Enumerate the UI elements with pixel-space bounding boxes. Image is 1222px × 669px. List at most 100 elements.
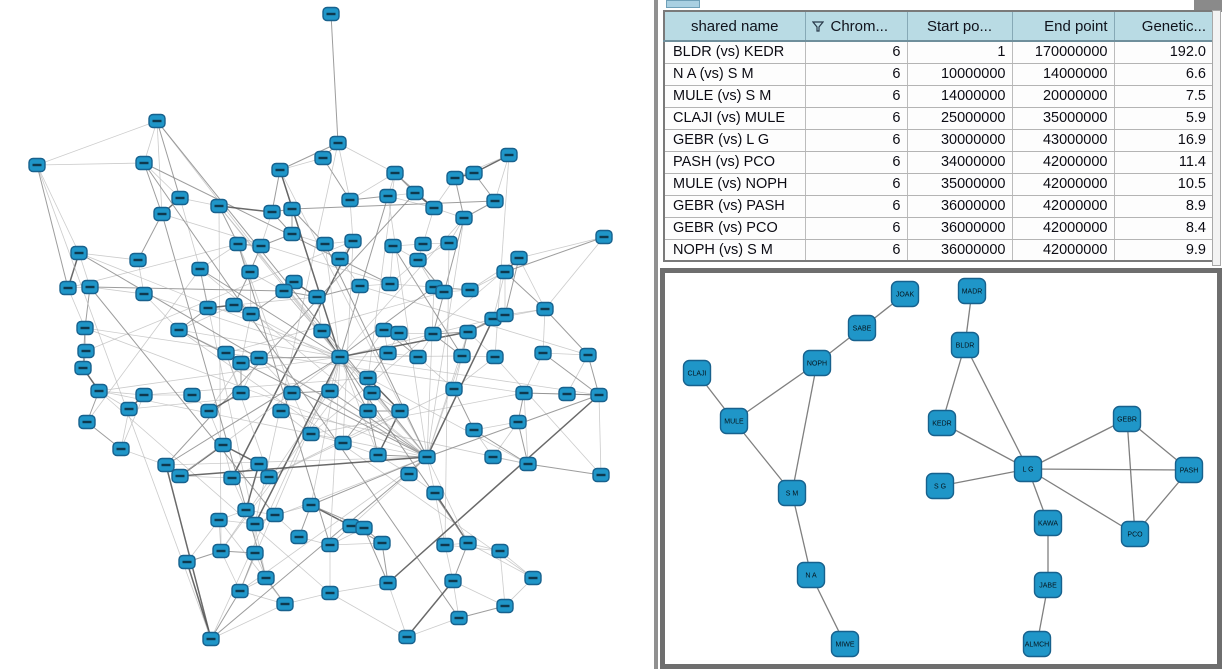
network-edge[interactable]	[733, 362, 818, 422]
network-edge[interactable]	[89, 286, 145, 295]
network-edge[interactable]	[1027, 418, 1128, 470]
network-edge[interactable]	[128, 392, 293, 410]
network-edge[interactable]	[89, 286, 276, 516]
network-edge[interactable]	[98, 390, 428, 458]
filtered-network-panel[interactable]: JOAK SABE NOPH CLAJI MULE S M N A MIWE MADR BLDR K…	[660, 268, 1222, 669]
column-header-genetic[interactable]: Genetic...	[1114, 11, 1214, 42]
network-edge[interactable]	[367, 410, 428, 458]
network-edge[interactable]	[329, 582, 389, 594]
network-edge[interactable]	[161, 213, 267, 579]
network-edge[interactable]	[240, 313, 252, 364]
network-edge[interactable]	[339, 356, 600, 396]
network-edge[interactable]	[98, 390, 331, 594]
cell-value[interactable]: 6	[805, 107, 908, 130]
cell-value[interactable]: 6.6	[1114, 63, 1214, 86]
network-edge[interactable]	[165, 464, 212, 640]
network-edge[interactable]	[310, 456, 428, 506]
network-edge[interactable]	[268, 388, 455, 478]
network-edge[interactable]	[434, 492, 446, 546]
network-edge[interactable]	[36, 164, 80, 254]
cell-value[interactable]: 42000000	[1012, 217, 1115, 240]
cell-value[interactable]: 9.9	[1114, 239, 1214, 262]
table-row[interactable]: MULE (vs) S M 6 14000000 20000000 7.5	[664, 85, 1214, 108]
cell-shared-name[interactable]: GEBR (vs) PASH	[664, 195, 806, 218]
network-edge[interactable]	[156, 120, 181, 199]
network-edge[interactable]	[426, 355, 463, 458]
network-node-l-g[interactable]	[1013, 455, 1043, 483]
network-edge[interactable]	[494, 154, 510, 358]
network-edge[interactable]	[939, 468, 1029, 487]
network-edge[interactable]	[291, 200, 496, 210]
cell-value[interactable]: 42000000	[1012, 151, 1115, 174]
network-edge[interactable]	[941, 422, 1029, 470]
cell-value[interactable]: 36000000	[907, 217, 1013, 240]
network-edge[interactable]	[225, 291, 445, 354]
network-edge[interactable]	[527, 463, 602, 476]
network-edge[interactable]	[518, 236, 605, 259]
network-edge[interactable]	[523, 392, 529, 465]
network-edge[interactable]	[406, 617, 460, 638]
network-edge[interactable]	[791, 362, 818, 494]
network-edge[interactable]	[791, 492, 812, 576]
cell-value[interactable]: 16.9	[1114, 129, 1214, 152]
network-node-claji[interactable]	[682, 359, 712, 387]
network-edge[interactable]	[178, 329, 341, 358]
network-edge[interactable]	[339, 331, 469, 358]
network-edge[interactable]	[544, 236, 605, 310]
network-edge[interactable]	[254, 356, 341, 525]
network-edge[interactable]	[542, 352, 600, 396]
scrollbar-thumb-top[interactable]	[666, 0, 700, 8]
network-edge[interactable]	[233, 296, 318, 306]
column-header-shared-name[interactable]: shared name	[664, 11, 806, 42]
network-edge[interactable]	[1126, 418, 1136, 535]
cell-value[interactable]: 6	[805, 195, 908, 218]
cell-shared-name[interactable]: N A (vs) S M	[664, 63, 806, 86]
cell-value[interactable]: 14000000	[907, 85, 1013, 108]
cell-value[interactable]: 6	[805, 151, 908, 174]
network-edge[interactable]	[1027, 468, 1136, 535]
network-node-n-a[interactable]	[796, 561, 826, 589]
cell-shared-name[interactable]: GEBR (vs) L G	[664, 129, 806, 152]
cell-value[interactable]: 6	[805, 129, 908, 152]
network-node-kedr[interactable]	[927, 409, 957, 437]
table-row[interactable]: N A (vs) S M 6 10000000 14000000 6.6	[664, 63, 1214, 86]
table-row[interactable]: NOPH (vs) S M 6 36000000 42000000 9.9	[664, 239, 1214, 262]
cell-shared-name[interactable]: BLDR (vs) KEDR	[664, 41, 806, 64]
network-edge[interactable]	[310, 392, 525, 435]
network-node-s-m[interactable]	[777, 479, 807, 507]
network-node-miwe[interactable]	[830, 630, 860, 658]
cell-value[interactable]: 10000000	[907, 63, 1013, 86]
cell-value[interactable]: 7.5	[1114, 85, 1214, 108]
cell-value[interactable]: 11.4	[1114, 151, 1214, 174]
network-edge[interactable]	[329, 592, 408, 638]
network-edge[interactable]	[210, 603, 286, 640]
network-edge[interactable]	[542, 308, 546, 354]
network-edge[interactable]	[143, 377, 369, 396]
network-node-mule[interactable]	[719, 407, 749, 435]
cell-value[interactable]: 6	[805, 63, 908, 86]
network-edge[interactable]	[452, 580, 506, 607]
network-edge[interactable]	[454, 154, 510, 179]
filter-icon[interactable]	[811, 20, 824, 32]
network-edge[interactable]	[467, 542, 534, 579]
cell-value[interactable]: 192.0	[1114, 41, 1214, 64]
cell-value[interactable]: 6	[805, 217, 908, 240]
table-row[interactable]: GEBR (vs) PCO 6 36000000 42000000 8.4	[664, 217, 1214, 240]
network-node-kawa[interactable]	[1033, 509, 1063, 537]
cell-value[interactable]: 35000000	[907, 173, 1013, 196]
network-edge[interactable]	[258, 356, 341, 359]
cell-shared-name[interactable]: PASH (vs) PCO	[664, 151, 806, 174]
network-edge[interactable]	[363, 527, 389, 584]
network-edge[interactable]	[239, 456, 428, 592]
network-edge[interactable]	[186, 561, 212, 640]
cell-shared-name[interactable]: MULE (vs) NOPH	[664, 173, 806, 196]
network-edge[interactable]	[156, 120, 341, 358]
network-edge[interactable]	[156, 120, 163, 215]
main-network-canvas[interactable]	[0, 0, 654, 669]
cell-value[interactable]: 35000000	[1012, 107, 1115, 130]
cell-shared-name[interactable]: GEBR (vs) PCO	[664, 217, 806, 240]
network-edge[interactable]	[342, 240, 354, 444]
network-edge[interactable]	[310, 257, 520, 435]
network-edge[interactable]	[218, 205, 273, 213]
network-edge[interactable]	[36, 164, 69, 289]
